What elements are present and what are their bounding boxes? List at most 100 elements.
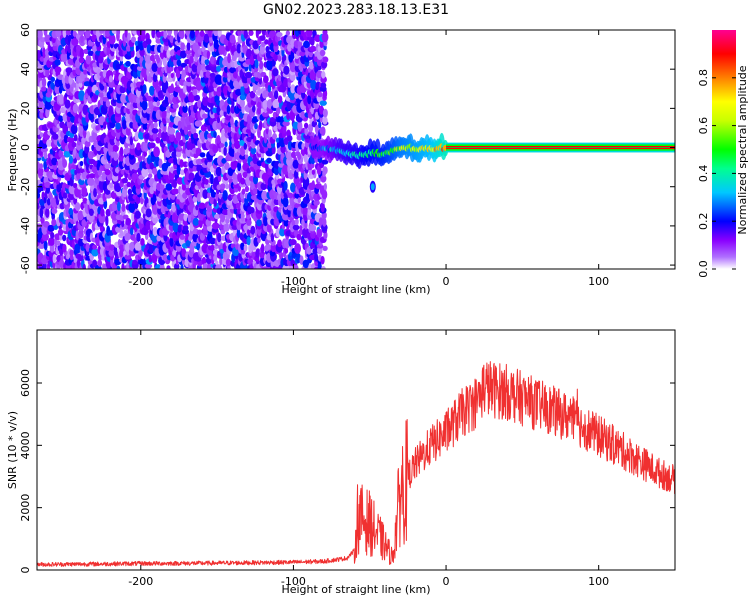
spectrogram-y-axis-label: Frequency (Hz) bbox=[6, 109, 19, 192]
heatmap-cell bbox=[176, 59, 182, 67]
heatmap-cell bbox=[128, 202, 136, 213]
heatmap-cell bbox=[71, 37, 79, 46]
heatmap-cell bbox=[166, 265, 171, 269]
heatmap-cell bbox=[148, 173, 153, 179]
heatmap-cell bbox=[302, 176, 310, 187]
heatmap-cell bbox=[151, 30, 156, 39]
y-tick-label: 0 bbox=[19, 144, 32, 151]
heatmap-cell bbox=[183, 213, 188, 222]
heatmap-cell bbox=[262, 89, 270, 98]
heatmap-cell bbox=[70, 164, 78, 170]
heatmap-cell bbox=[199, 152, 206, 158]
heatmap-cell bbox=[322, 56, 329, 63]
heatmap-cell bbox=[125, 217, 132, 226]
heatmap-cell bbox=[58, 93, 65, 105]
heatmap-cell bbox=[221, 209, 230, 216]
x-tick-label: 0 bbox=[443, 575, 450, 588]
heatmap-cell bbox=[161, 79, 169, 90]
heatmap-cell bbox=[243, 142, 248, 150]
heatmap-cell bbox=[54, 59, 61, 66]
heatmap-cell bbox=[217, 232, 222, 243]
heatmap-cell bbox=[215, 264, 223, 269]
heatmap-cell bbox=[135, 195, 141, 205]
heatmap-cell bbox=[155, 38, 162, 44]
heatmap-cell bbox=[79, 160, 84, 167]
heatmap-cell bbox=[50, 76, 56, 83]
heatmap-cell bbox=[122, 177, 128, 184]
heatmap-cell bbox=[82, 263, 86, 269]
snr-x-ticks: -200 -100 0 100 bbox=[128, 330, 609, 588]
heatmap-cell bbox=[275, 227, 280, 238]
heatmap-cell bbox=[183, 124, 189, 136]
heatmap-cell bbox=[128, 168, 134, 175]
heatmap-cell bbox=[45, 207, 50, 219]
heatmap-cell bbox=[252, 83, 259, 91]
heatmap-cell bbox=[148, 142, 156, 149]
heatmap-cell bbox=[158, 128, 162, 134]
heatmap-cell bbox=[304, 126, 309, 136]
heatmap-cell bbox=[163, 30, 168, 39]
heatmap-cell bbox=[167, 127, 176, 135]
heatmap-cell bbox=[41, 232, 50, 242]
heatmap-cell bbox=[39, 163, 44, 170]
x-tick-label: -100 bbox=[281, 275, 306, 288]
heatmap-cell bbox=[91, 165, 99, 174]
heatmap-cell bbox=[164, 95, 169, 104]
heatmap-cell bbox=[151, 127, 159, 134]
heatmap-cell bbox=[223, 56, 229, 63]
heatmap-cell bbox=[287, 192, 294, 199]
heatmap-cell bbox=[320, 223, 328, 232]
heatmap-cell bbox=[123, 107, 127, 114]
heatmap-cell bbox=[254, 122, 258, 130]
heatmap-cell bbox=[156, 100, 160, 107]
heatmap-cell bbox=[286, 112, 291, 121]
heatmap-cell bbox=[43, 160, 48, 170]
heatmap-cell bbox=[292, 224, 300, 231]
heatmap-cell bbox=[213, 30, 219, 37]
heatmap-cell bbox=[209, 72, 217, 78]
heatmap-cell bbox=[43, 240, 48, 251]
heatmap-cell bbox=[152, 215, 159, 224]
heatmap-cell bbox=[82, 197, 88, 204]
heatmap-cell bbox=[179, 50, 187, 59]
heatmap-cell bbox=[306, 30, 313, 38]
heatmap-cell bbox=[115, 226, 122, 233]
colorbar-tick-label: 0.2 bbox=[697, 212, 710, 230]
y-tick-label: 4000 bbox=[19, 431, 32, 459]
heatmap-cell bbox=[150, 122, 155, 129]
heatmap-cell bbox=[41, 77, 47, 88]
heatmap-cell bbox=[136, 232, 141, 243]
heatmap-cell bbox=[287, 204, 292, 211]
heatmap-cell bbox=[152, 205, 159, 215]
heatmap-cell bbox=[196, 99, 202, 109]
heatmap-cell bbox=[196, 241, 201, 251]
heatmap-cell bbox=[151, 253, 158, 264]
heatmap-cell bbox=[104, 163, 111, 170]
heatmap-cell bbox=[299, 255, 304, 265]
y-tick-label: 40 bbox=[19, 62, 32, 76]
heatmap-cell bbox=[259, 35, 266, 41]
heatmap-cell bbox=[188, 71, 192, 77]
heatmap-cell bbox=[210, 244, 215, 252]
heatmap-cell bbox=[65, 67, 73, 74]
heatmap-cell bbox=[289, 110, 296, 122]
heatmap-cell bbox=[125, 60, 131, 67]
heatmap-cell bbox=[219, 257, 223, 266]
heatmap-cell bbox=[44, 34, 52, 43]
heatmap-cell bbox=[45, 107, 50, 118]
heatmap-cell bbox=[134, 242, 142, 251]
heatmap-cell bbox=[151, 168, 158, 175]
colorbar-tick-label: 0.0 bbox=[697, 260, 710, 278]
heatmap-cell bbox=[252, 188, 259, 195]
heatmap-cell bbox=[146, 44, 152, 54]
heatmap-cell bbox=[317, 92, 323, 98]
heatmap-cell bbox=[247, 172, 251, 179]
heatmap-cell bbox=[37, 167, 44, 177]
spectrogram-frame bbox=[36, 29, 676, 270]
heatmap-cell bbox=[88, 173, 96, 179]
heatmap-cell bbox=[108, 105, 113, 115]
heatmap-cell bbox=[148, 254, 153, 263]
heatmap-cell bbox=[145, 54, 151, 64]
heatmap-cell bbox=[319, 116, 323, 123]
